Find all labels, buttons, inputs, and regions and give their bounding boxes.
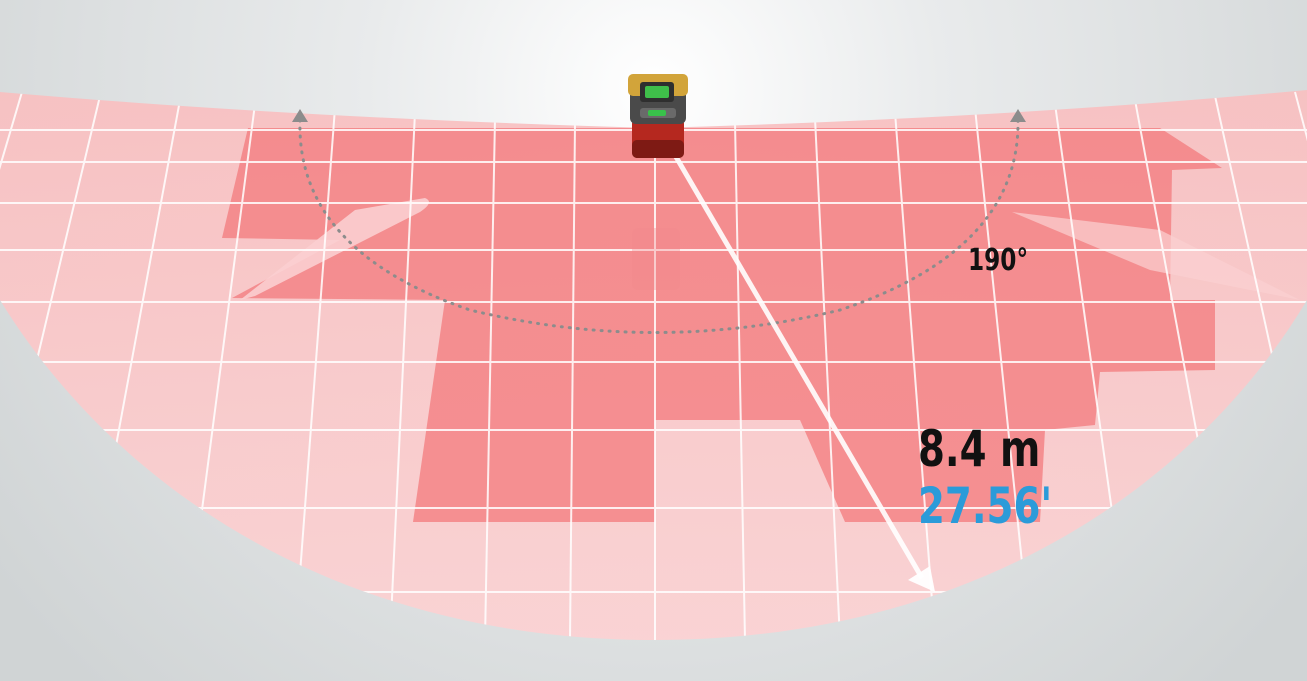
range-metric-label: 8.4 m [918, 420, 1041, 478]
protective-field [222, 128, 1222, 522]
arrowhead-icon [1010, 109, 1026, 122]
arrowhead-icon [292, 109, 308, 122]
range-imperial-label: 27.56' [918, 477, 1053, 535]
scan-angle-label: 190° [968, 243, 1029, 278]
sensor-reflection [632, 228, 680, 290]
floor-grid [0, 91, 1307, 640]
scan-angle-arc [292, 109, 1026, 334]
laser-scanner-icon [628, 74, 688, 158]
range-arrow [669, 148, 935, 592]
